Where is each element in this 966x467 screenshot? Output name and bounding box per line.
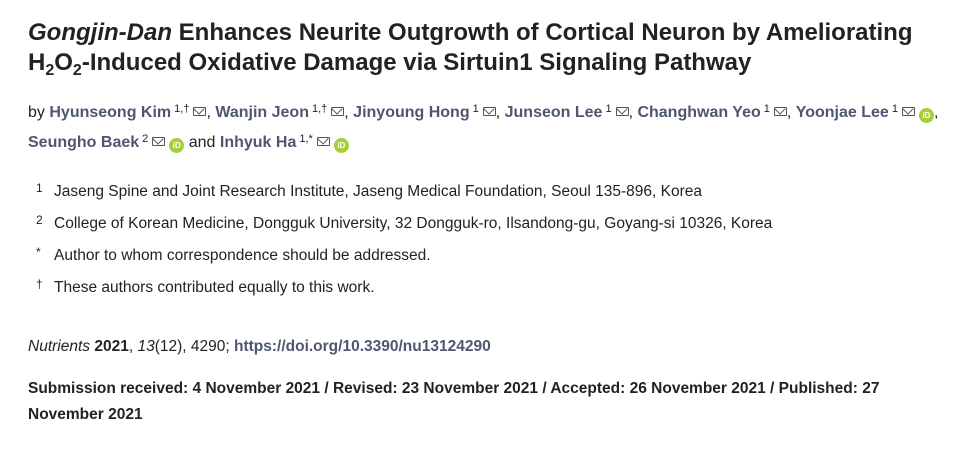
- author-link[interactable]: Inhyuk Ha: [219, 134, 297, 151]
- author-3: Jinyoung Hong 1: [353, 103, 496, 121]
- affiliation-item: † These authors contributed equally to th…: [28, 272, 966, 304]
- author-affil-sup: 1: [605, 103, 612, 115]
- author-affil-sup: 1,†: [174, 103, 190, 115]
- citation-issue: (12), 4290;: [154, 338, 234, 355]
- author-link[interactable]: Hyunseong Kim: [49, 104, 172, 121]
- email-icon[interactable]: [193, 107, 207, 116]
- affiliation-text: Jaseng Spine and Joint Research Institut…: [54, 183, 702, 200]
- author-link[interactable]: Wanjin Jeon: [215, 104, 309, 121]
- author-affil-sup: 1: [891, 103, 898, 115]
- title-italic: Gongjin-Dan: [28, 19, 172, 46]
- author-link[interactable]: Yoonjae Lee: [795, 104, 889, 121]
- affiliation-item: * Author to whom correspondence should be…: [28, 240, 966, 272]
- author-affil-sup: 1,*: [299, 133, 313, 145]
- article-title: Gongjin-Dan Enhances Neurite Outgrowth o…: [28, 18, 928, 79]
- doi-link[interactable]: https://doi.org/10.3390/nu13124290: [233, 338, 491, 355]
- author-list: by Hyunseong Kim 1,†, Wanjin Jeon 1,†, Jin…: [28, 103, 939, 153]
- citation-volume: 13: [137, 338, 155, 355]
- affiliation-text: Author to whom correspondence should be …: [54, 247, 431, 264]
- affiliation-marker: *: [36, 245, 41, 259]
- author-affil-sup: 1: [472, 103, 479, 115]
- email-icon[interactable]: [482, 107, 496, 116]
- orcid-icon[interactable]: iD: [918, 108, 934, 123]
- author-link[interactable]: Changhwan Yeo: [637, 104, 761, 121]
- journal-name: Nutrients: [28, 338, 91, 355]
- author-5: Changhwan Yeo 1: [637, 103, 787, 121]
- publication-dates: Submission received: 4 November 2021 / R…: [28, 380, 880, 423]
- affiliation-marker: 1: [36, 181, 43, 195]
- author-affil-sup: 2: [142, 133, 149, 145]
- citation: Nutrients 2021, 13(12), 4290; https://do…: [28, 338, 491, 355]
- email-icon[interactable]: [773, 107, 787, 116]
- author-7: Seungho Baek 2 iD: [28, 133, 185, 153]
- author-2: Wanjin Jeon 1,†: [215, 103, 345, 121]
- affiliation-text: These authors contributed equally to thi…: [54, 279, 375, 296]
- orcid-icon[interactable]: iD: [169, 138, 185, 153]
- title-text-2: -Induced Oxidative Damage via Sirtuin1 S…: [81, 49, 752, 76]
- orcid-icon[interactable]: iD: [333, 138, 349, 153]
- author-4: Junseon Lee 1: [504, 103, 629, 121]
- affiliation-marker: †: [36, 277, 43, 291]
- author-affil-sup: 1,†: [311, 103, 328, 115]
- email-icon[interactable]: [331, 107, 345, 116]
- author-8: Inhyuk Ha 1,* iD: [219, 133, 349, 153]
- and-label: and: [188, 134, 216, 151]
- email-icon[interactable]: [901, 107, 915, 116]
- citation-year: 2021: [94, 338, 129, 355]
- email-icon[interactable]: [615, 107, 629, 116]
- affiliation-item: 1 Jaseng Spine and Joint Research Institu…: [28, 176, 966, 208]
- email-icon[interactable]: [316, 137, 330, 146]
- affiliation-item: 2 College of Korean Medicine, Dongguk Uni…: [28, 208, 966, 240]
- email-icon[interactable]: [152, 137, 166, 146]
- author-affil-sup: 1: [763, 103, 770, 115]
- affiliation-text: College of Korean Medicine, Dongguk Univ…: [54, 215, 773, 232]
- affiliations: 1 Jaseng Spine and Joint Research Institu…: [28, 176, 966, 304]
- by-label: by: [28, 104, 45, 121]
- author-link[interactable]: Seungho Baek: [28, 134, 140, 151]
- author-link[interactable]: Junseon Lee: [504, 104, 603, 121]
- author-6: Yoonjae Lee 1 iD: [795, 103, 934, 123]
- title-sub-1: 2: [45, 62, 55, 79]
- article-header: Gongjin-Dan Enhances Neurite Outgrowth o…: [0, 0, 966, 428]
- affiliation-marker: 2: [36, 213, 43, 227]
- title-sub-2: 2: [72, 62, 82, 79]
- author-link[interactable]: Jinyoung Hong: [353, 104, 470, 121]
- author-1: Hyunseong Kim 1,†: [49, 103, 207, 121]
- title-text-mid: O: [54, 49, 73, 76]
- title-text-1: Enhances Neurite Outgrowth of Cortical N…: [28, 19, 913, 76]
